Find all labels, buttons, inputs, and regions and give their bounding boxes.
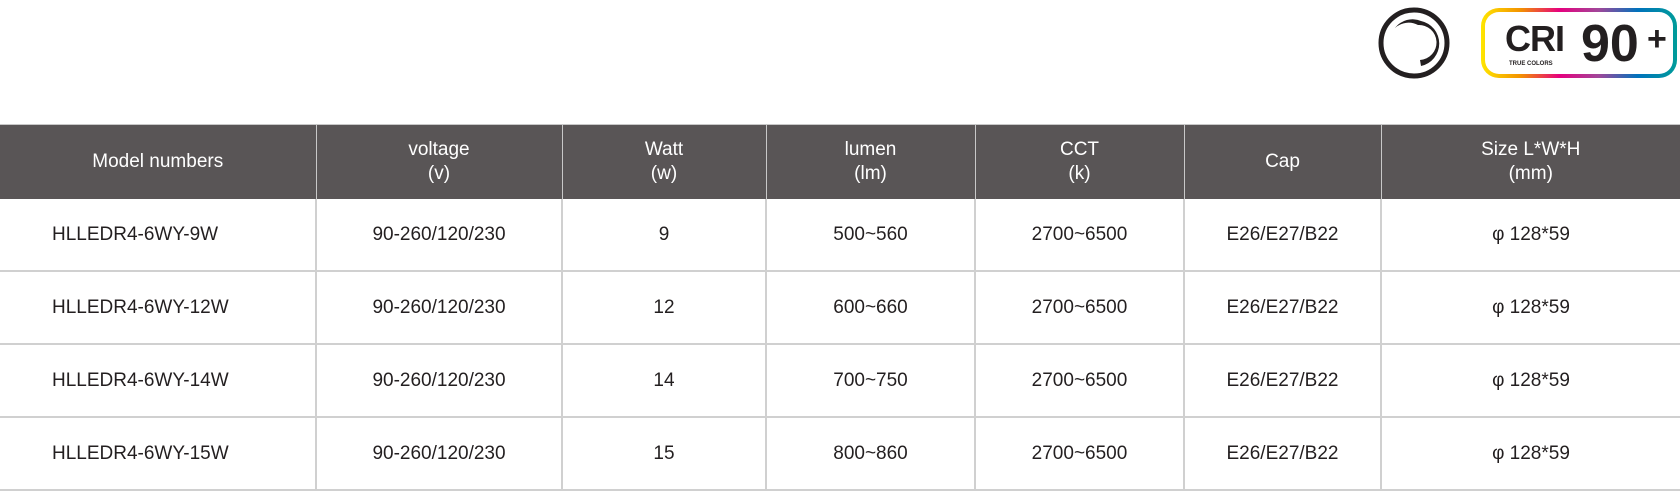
cri-plus: + <box>1647 20 1667 58</box>
table-cell: E26/E27/B22 <box>1183 344 1381 418</box>
column-header: Watt (w) <box>561 124 766 199</box>
table-cell: 90-260/120/230 <box>315 271 562 345</box>
table-cell: E26/E27/B22 <box>1183 271 1381 345</box>
header-text: Model numbers <box>92 151 224 172</box>
header-text: (v) <box>427 163 451 184</box>
table-cell: φ 128*59 <box>1380 344 1680 418</box>
table-cell: φ 128*59 <box>1380 199 1680 272</box>
cri-subtitle: TRUE COLORS <box>1509 61 1553 67</box>
table-cell: HLLEDR4-6WY-15W <box>0 417 316 491</box>
table-row: HLLEDR4-6WY-9W 90-260/120/230 9 500~560 2700… <box>0 199 1680 272</box>
table-row: HLLEDR4-6WY-14W 90-260/120/230 14 700~750 27… <box>0 344 1680 418</box>
header-text: (mm) <box>1508 163 1553 184</box>
spec-table: Model numbers voltage (v) Watt (w) lumen (lm) C… <box>0 124 1680 491</box>
table-cell: 2700~6500 <box>974 271 1184 345</box>
table-cell: 500~560 <box>765 199 975 272</box>
header-text: CCT <box>1059 139 1100 160</box>
table-cell: 90-260/120/230 <box>315 199 562 272</box>
table-cell: 2700~6500 <box>974 417 1184 491</box>
header-text: voltage <box>408 139 470 160</box>
cri-badge: CRI TRUE COLORS 90 + <box>1481 8 1677 78</box>
header-text: Size L*W*H <box>1481 139 1581 160</box>
column-header: voltage (v) <box>315 124 562 199</box>
table-cell: 600~660 <box>765 271 975 345</box>
table-row: HLLEDR4-6WY-12W 90-260/120/230 12 600~660 27… <box>0 271 1680 345</box>
table-cell: 12 <box>561 271 766 345</box>
header-text: (lm) <box>854 163 887 184</box>
feature-icons: CRI TRUE COLORS 90 + <box>1377 5 1677 81</box>
table-cell: E26/E27/B22 <box>1183 417 1381 491</box>
header-text: (w) <box>650 163 678 184</box>
column-header: lumen (lm) <box>765 124 975 199</box>
table-cell: 800~860 <box>765 417 975 491</box>
column-header: Size L*W*H (mm) <box>1380 124 1680 199</box>
table-cell: 2700~6500 <box>974 199 1184 272</box>
table-cell: 700~750 <box>765 344 975 418</box>
header-text: lumen <box>844 139 897 160</box>
table-row: HLLEDR4-6WY-15W 90-260/120/230 15 800~860 27… <box>0 417 1680 491</box>
table-cell: HLLEDR4-6WY-12W <box>0 271 316 345</box>
column-header: CCT (k) <box>974 124 1184 199</box>
circle-arc-icon <box>1378 7 1450 79</box>
header-text: Cap <box>1265 151 1300 172</box>
table-cell: 90-260/120/230 <box>315 344 562 418</box>
table-cell: φ 128*59 <box>1380 271 1680 345</box>
cri-label: CRI <box>1505 18 1565 59</box>
table-cell: HLLEDR4-6WY-9W <box>0 199 316 272</box>
table-cell: φ 128*59 <box>1380 417 1680 491</box>
column-header: Cap <box>1183 124 1381 199</box>
table-cell: 90-260/120/230 <box>315 417 562 491</box>
header-text: Watt <box>644 139 684 160</box>
header-text: (k) <box>1068 163 1091 184</box>
table-header-row: Model numbers voltage (v) Watt (w) lumen (lm) C… <box>0 124 1680 199</box>
table-cell: HLLEDR4-6WY-14W <box>0 344 316 418</box>
table-cell: 14 <box>561 344 766 418</box>
table-cell: 15 <box>561 417 766 491</box>
table-cell: 9 <box>561 199 766 272</box>
table-cell: E26/E27/B22 <box>1183 199 1381 272</box>
column-header: Model numbers <box>0 124 316 199</box>
table-cell: 2700~6500 <box>974 344 1184 418</box>
cri-value: 90 <box>1581 15 1639 73</box>
